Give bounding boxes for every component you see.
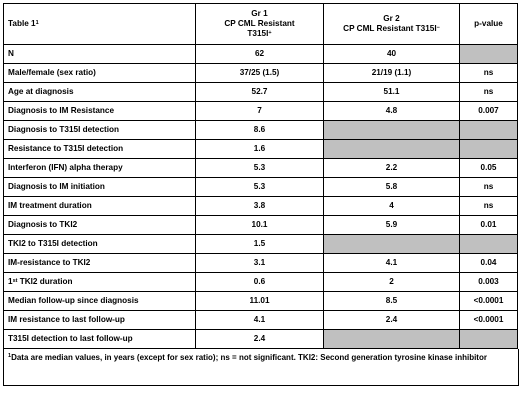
group1-value: 1.5 [195, 234, 324, 254]
pvalue-cell: 0.007 [459, 101, 518, 121]
table-row: Diagnosis to TKI2 10.1 5.9 0.01 [3, 215, 518, 235]
group1-header-line2: CP CML Resistant [224, 19, 295, 28]
group2-value [323, 120, 460, 140]
table-row: IM treatment duration 3.8 4 ns [3, 196, 518, 216]
group1-value: 37/25 (1.5) [195, 63, 324, 83]
group2-value: 5.8 [323, 177, 460, 197]
table-label: Table 11 [3, 3, 196, 45]
group1-value: 11.01 [195, 291, 324, 311]
group1-value: 5.3 [195, 158, 324, 178]
pvalue-cell: 0.01 [459, 215, 518, 235]
group2-header-line1: Gr 2 [383, 14, 400, 23]
pvalue-cell: ns [459, 196, 518, 216]
group2-value: 8.5 [323, 291, 460, 311]
row-label: Median follow-up since diagnosis [3, 291, 196, 311]
pvalue-cell: ns [459, 63, 518, 83]
group1-value: 0.6 [195, 272, 324, 292]
group1-value: 1.6 [195, 139, 324, 159]
pvalue-cell: ns [459, 177, 518, 197]
group2-value: 4 [323, 196, 460, 216]
group1-value: 52.7 [195, 82, 324, 102]
group1-value: 7 [195, 101, 324, 121]
pvalue-cell: 0.04 [459, 253, 518, 273]
data-table: Table 11 Gr 1 CP CML Resistant T315I+ Gr… [3, 3, 518, 349]
row-label: Age at diagnosis [3, 82, 196, 102]
row-label: TKI2 to T315I detection [3, 234, 196, 254]
group1-value: 10.1 [195, 215, 324, 235]
row-label: Resistance to T315I detection [3, 139, 196, 159]
table-row: Diagnosis to IM initiation 5.3 5.8 ns [3, 177, 518, 197]
row-label: Diagnosis to IM initiation [3, 177, 196, 197]
pvalue-cell [459, 329, 518, 349]
table-row: IM-resistance to TKI2 3.1 4.1 0.04 [3, 253, 518, 273]
row-label: Diagnosis to T315I detection [3, 120, 196, 140]
group2-value: 4.8 [323, 101, 460, 121]
pvalue-cell [459, 234, 518, 254]
table-row: T315I detection to last follow-up 2.4 [3, 329, 518, 349]
group2-value: 4.1 [323, 253, 460, 273]
table-row: Male/female (sex ratio) 37/25 (1.5) 21/19 … [3, 63, 518, 83]
table-row: N 62 40 [3, 44, 518, 64]
pvalue-header: p-value [459, 3, 518, 45]
group1-value: 8.6 [195, 120, 324, 140]
group2-value [323, 329, 460, 349]
group1-value: 3.8 [195, 196, 324, 216]
group2-value [323, 234, 460, 254]
row-label: 1st TKI2 duration [3, 272, 196, 292]
table-row: Diagnosis to IM Resistance 7 4.8 0.007 [3, 101, 518, 121]
group1-value: 4.1 [195, 310, 324, 330]
row-label: Interferon (IFN) alpha therapy [3, 158, 196, 178]
table-row: Diagnosis to T315I detection 8.6 [3, 120, 518, 140]
group2-value: 21/19 (1.1) [323, 63, 460, 83]
table-row: Median follow-up since diagnosis 11.01 8.5… [3, 291, 518, 311]
row-label: IM-resistance to TKI2 [3, 253, 196, 273]
group2-value [323, 139, 460, 159]
row-label: IM resistance to last follow-up [3, 310, 196, 330]
group1-value: 3.1 [195, 253, 324, 273]
row-label: T315I detection to last follow-up [3, 329, 196, 349]
group2-value: 51.1 [323, 82, 460, 102]
pvalue-cell: ns [459, 82, 518, 102]
table-figure: Table 11 Gr 1 CP CML Resistant T315I+ Gr… [3, 3, 519, 386]
group2-value: 5.9 [323, 215, 460, 235]
row-label: IM treatment duration [3, 196, 196, 216]
table-row: TKI2 to T315I detection 1.5 [3, 234, 518, 254]
group1-header-line3: T315I+ [247, 29, 272, 38]
pvalue-cell: <0.0001 [459, 291, 518, 311]
group2-value: 2.2 [323, 158, 460, 178]
row-label: Diagnosis to TKI2 [3, 215, 196, 235]
group2-value: 40 [323, 44, 460, 64]
group2-value: 2 [323, 272, 460, 292]
group2-value: 2.4 [323, 310, 460, 330]
group1-header: Gr 1 CP CML Resistant T315I+ [195, 3, 324, 45]
row-label: N [3, 44, 196, 64]
row-label: Male/female (sex ratio) [3, 63, 196, 83]
pvalue-cell: 0.05 [459, 158, 518, 178]
group1-value: 62 [195, 44, 324, 64]
table-row: Interferon (IFN) alpha therapy 5.3 2.2 0.05 [3, 158, 518, 178]
table-row: Age at diagnosis 52.7 51.1 ns [3, 82, 518, 102]
group2-header: Gr 2 CP CML Resistant T315I− [323, 3, 460, 45]
pvalue-cell [459, 44, 518, 64]
group1-value: 5.3 [195, 177, 324, 197]
row-label: Diagnosis to IM Resistance [3, 101, 196, 121]
table-row: IM resistance to last follow-up 4.1 2.4 <0.… [3, 310, 518, 330]
pvalue-cell: <0.0001 [459, 310, 518, 330]
table-row: 1st TKI2 duration 0.6 2 0.003 [3, 272, 518, 292]
header-row: Table 11 Gr 1 CP CML Resistant T315I+ Gr… [3, 3, 518, 45]
pvalue-cell: 0.003 [459, 272, 518, 292]
pvalue-cell [459, 120, 518, 140]
pvalue-cell [459, 139, 518, 159]
group1-header-line1: Gr 1 [251, 9, 268, 18]
footnote: 1Data are median values, in years (excep… [3, 349, 519, 386]
group2-header-line2: CP CML Resistant T315I− [343, 24, 440, 33]
table-row: Resistance to T315I detection 1.6 [3, 139, 518, 159]
group1-value: 2.4 [195, 329, 324, 349]
